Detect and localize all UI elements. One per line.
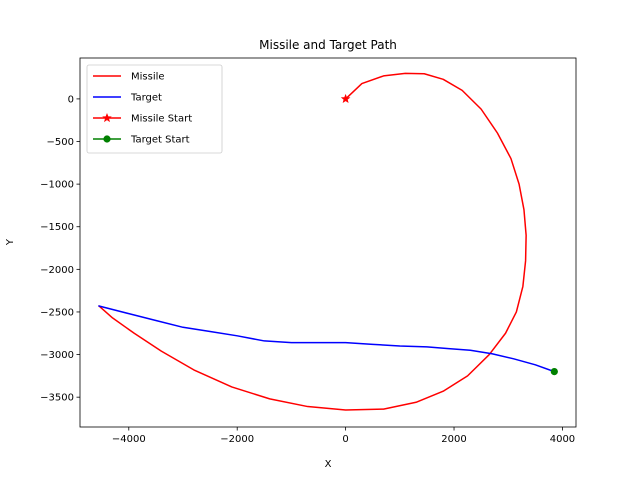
- target-line: [98, 305, 556, 373]
- x-tick-label: 0: [342, 434, 348, 445]
- legend-marker-target-start: [103, 135, 111, 143]
- x-tick-label: −2000: [220, 434, 254, 445]
- y-tick-label: −1500: [40, 222, 74, 233]
- x-tick-label: 4000: [550, 434, 575, 445]
- y-tick-label: −3500: [40, 393, 74, 404]
- legend-label-target-start: Target Start: [130, 135, 190, 146]
- missile-start-marker: [340, 93, 351, 103]
- x-tick-label: 2000: [441, 434, 466, 445]
- y-tick-label: −500: [47, 137, 74, 148]
- legend-label-target: Target: [130, 93, 162, 104]
- y-axis-label: Y: [5, 238, 16, 246]
- legend-marker-missile-start: [102, 112, 112, 123]
- target-start-marker: [550, 368, 558, 376]
- legend-label-missile: Missile: [131, 72, 165, 83]
- y-tick-label: 0: [68, 94, 74, 105]
- legend-box: [86, 64, 223, 154]
- y-tick-label: −1000: [40, 180, 74, 191]
- missile-line: [98, 72, 527, 411]
- x-axis-label: X: [325, 459, 332, 470]
- y-tick-label: −2000: [40, 265, 74, 276]
- x-axis-ticks: −4000 −2000 0 2000 4000: [112, 427, 575, 445]
- x-tick-label: −4000: [112, 434, 146, 445]
- legend: Missile Target Missile Start Target Start: [86, 64, 223, 154]
- chart-title: Missile and Target Path: [259, 38, 397, 52]
- y-tick-label: −2500: [40, 307, 74, 318]
- series-layer: [98, 72, 558, 411]
- legend-label-missile-start: Missile Start: [131, 114, 192, 125]
- y-tick-label: −3000: [40, 350, 74, 361]
- y-axis-ticks: 0 −500 −1000 −1500 −2000 −2500 −3000 −3500: [40, 94, 80, 404]
